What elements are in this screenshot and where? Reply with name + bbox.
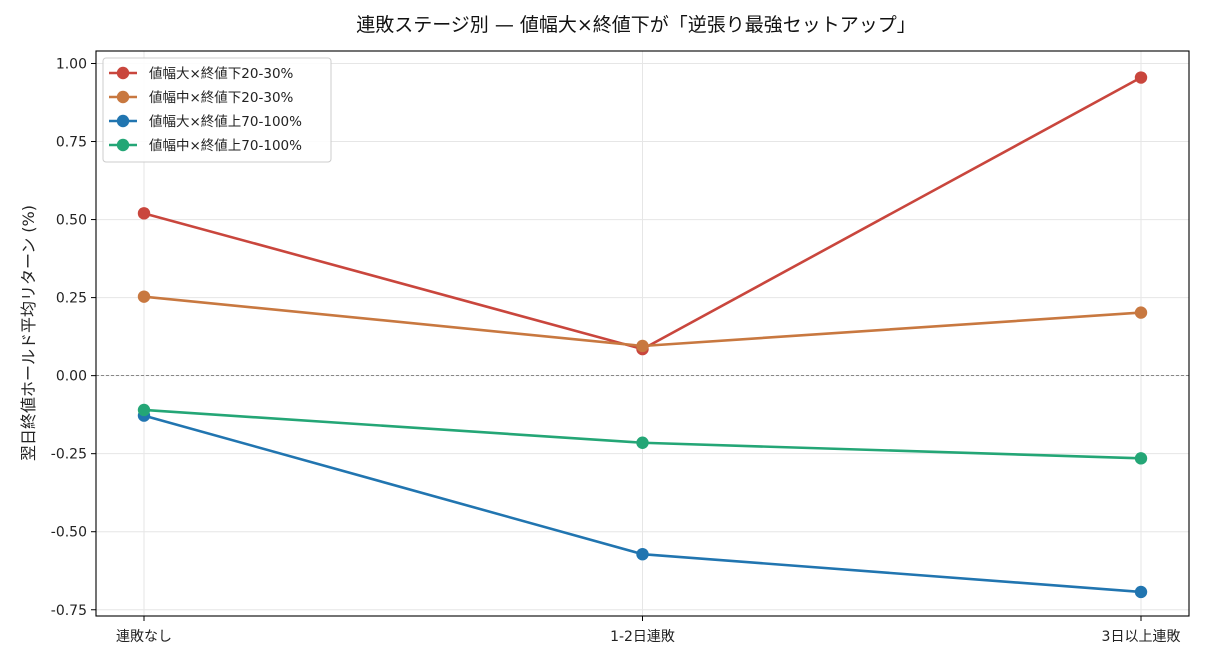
- data-point: [1134, 306, 1148, 319]
- legend-label: 値幅大×終値上70-100%: [149, 114, 302, 130]
- legend: 値幅大×終値下20-30% 値幅中×終値下20-30% 値幅大×終値上70-100%…: [102, 57, 332, 163]
- y-tick-label: 0.25: [56, 291, 87, 307]
- y-tick-label: 0.50: [56, 213, 87, 229]
- series-group: [137, 71, 1148, 599]
- data-point: [1134, 71, 1148, 84]
- legend-item: 値幅大×終値下20-30%: [109, 66, 294, 82]
- legend-marker: [116, 90, 130, 104]
- data-point: [137, 403, 151, 417]
- y-tick-label: -0.75: [51, 603, 87, 619]
- legend-item: 値幅中×終値下20-30%: [109, 90, 294, 106]
- x-tick-label: 3日以上連敗: [1102, 629, 1181, 645]
- legend-label: 値幅大×終値下20-30%: [149, 66, 294, 82]
- legend-marker: [116, 114, 130, 128]
- data-point: [636, 547, 649, 561]
- legend-item: 値幅中×終値上70-100%: [109, 138, 302, 154]
- y-tick-label: 1.00: [56, 56, 87, 72]
- series-2: [137, 290, 1148, 353]
- legend-label: 値幅中×終値下20-30%: [149, 90, 294, 106]
- y-axis-label: 翌日終値ホールド平均リターン (%): [19, 205, 38, 461]
- y-tick-label: -0.50: [51, 525, 87, 541]
- data-point: [1134, 452, 1148, 465]
- data-point: [1134, 585, 1148, 599]
- x-tick-label: 連敗なし: [116, 629, 172, 645]
- series-4: [137, 403, 1148, 465]
- data-point: [137, 207, 151, 220]
- x-tick-label: 1-2日連敗: [610, 629, 675, 645]
- legend-label: 値幅中×終値上70-100%: [149, 138, 302, 154]
- legend-marker: [116, 138, 130, 152]
- ticks: -0.75 -0.50 -0.25 0.00 0.25 0.50 0.75 1.00 連敗なし 1…: [51, 56, 1181, 645]
- y-tick-label: 0.75: [56, 135, 87, 151]
- legend-item: 値幅大×終値上70-100%: [109, 114, 302, 130]
- data-point: [137, 290, 151, 303]
- chart-title: 連敗ステージ別 — 値幅大×終値下が「逆張り最強セットアップ」: [356, 14, 916, 36]
- legend-marker: [116, 66, 130, 80]
- legend-box: [102, 57, 332, 163]
- data-point: [636, 339, 649, 353]
- data-point: [636, 436, 649, 449]
- y-tick-label: -0.25: [51, 447, 87, 463]
- series-3: [137, 409, 1148, 599]
- y-tick-label: 0.00: [56, 369, 87, 385]
